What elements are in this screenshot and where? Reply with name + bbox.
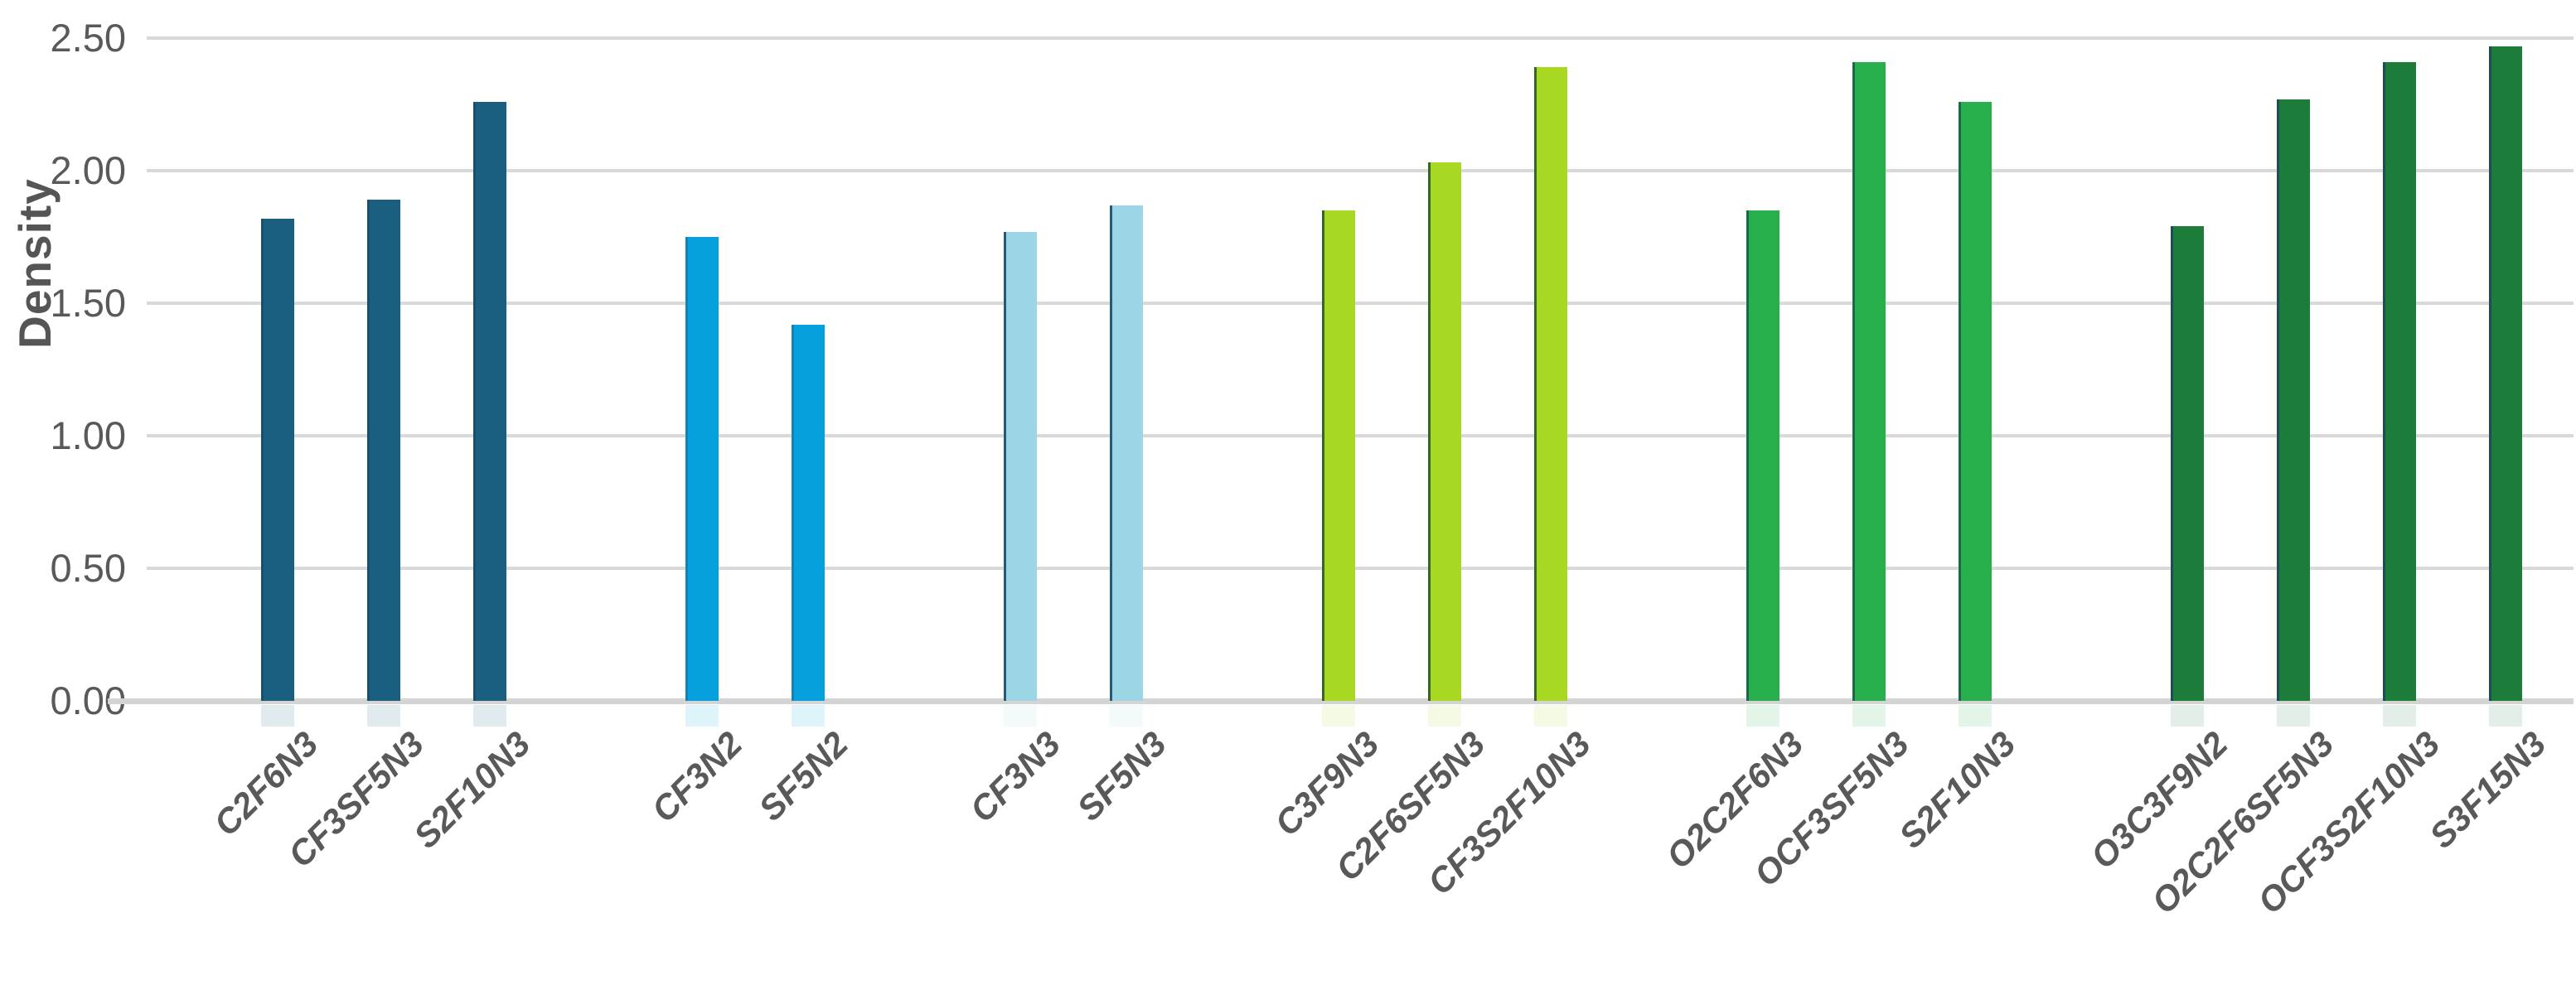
bar-OCF3SF5N3 xyxy=(1852,62,1886,701)
gridline xyxy=(147,36,2574,40)
bar-reflection xyxy=(367,705,400,727)
gridline xyxy=(147,434,2574,437)
x-tick-label: OCF3S2F10N3 xyxy=(2249,724,2448,921)
bar-C2F6SF5N3 xyxy=(1428,162,1461,701)
bar-reflection xyxy=(1746,705,1779,727)
bar-O2C2F6SF5N3 xyxy=(2277,99,2310,701)
bar-reflection xyxy=(792,705,825,727)
bar-O2C2F6N3 xyxy=(1746,210,1779,701)
x-tick-label: S3F15N3 xyxy=(2421,724,2554,856)
bar-C2F6N3 xyxy=(261,219,294,701)
x-tick-label: CF3N3 xyxy=(961,724,1068,830)
x-tick-label: O2C2F6SF5N3 xyxy=(2143,724,2341,921)
bar-reflection xyxy=(2171,705,2204,727)
y-tick-label: 2.50 xyxy=(50,16,126,60)
bar-reflection xyxy=(1322,705,1355,727)
bar-CF3S2F10N3 xyxy=(1534,67,1567,701)
bar-S3F15N3 xyxy=(2489,46,2522,701)
bar-reflection xyxy=(1852,705,1886,727)
bar-reflection xyxy=(1428,705,1461,727)
x-tick-label: SF5N2 xyxy=(751,724,856,828)
bar-SF5N3 xyxy=(1110,205,1143,701)
bar-CF3N3 xyxy=(1004,232,1037,701)
y-tick-label: 0.50 xyxy=(50,546,126,590)
gridline xyxy=(147,169,2574,172)
bar-reflection xyxy=(473,705,506,727)
x-tick-label: S2F10N3 xyxy=(405,724,538,856)
x-tick-label: CF3N2 xyxy=(643,724,750,830)
y-tick-label: 1.50 xyxy=(50,281,126,325)
bar-CF3SF5N3 xyxy=(367,200,400,701)
x-axis-line xyxy=(108,698,2574,704)
bar-O3C3F9N2 xyxy=(2171,226,2204,701)
bar-SF5N2 xyxy=(792,325,825,701)
bar-reflection xyxy=(2277,705,2310,727)
bar-reflection xyxy=(1959,705,1992,727)
bar-reflection xyxy=(1534,705,1567,727)
bar-reflection xyxy=(1004,705,1037,727)
bar-reflection xyxy=(1110,705,1143,727)
y-tick-label: 1.00 xyxy=(50,413,126,457)
x-tick-label: S2F10N3 xyxy=(1891,724,2023,856)
bar-OCF3S2F10N3 xyxy=(2383,62,2416,701)
y-tick-label: 2.00 xyxy=(50,148,126,192)
bar-C3F9N3 xyxy=(1322,210,1355,701)
bar-S2F10N3 xyxy=(473,102,506,701)
x-tick-label: SF5N3 xyxy=(1069,724,1174,828)
gridline xyxy=(147,302,2574,305)
gridline xyxy=(147,567,2574,570)
bar-reflection xyxy=(2489,705,2522,727)
bar-CF3N2 xyxy=(685,237,719,701)
bar-reflection xyxy=(685,705,719,727)
bar-reflection xyxy=(261,705,294,727)
bar-reflection xyxy=(2383,705,2416,727)
bar-S2F10N3 xyxy=(1959,102,1992,701)
